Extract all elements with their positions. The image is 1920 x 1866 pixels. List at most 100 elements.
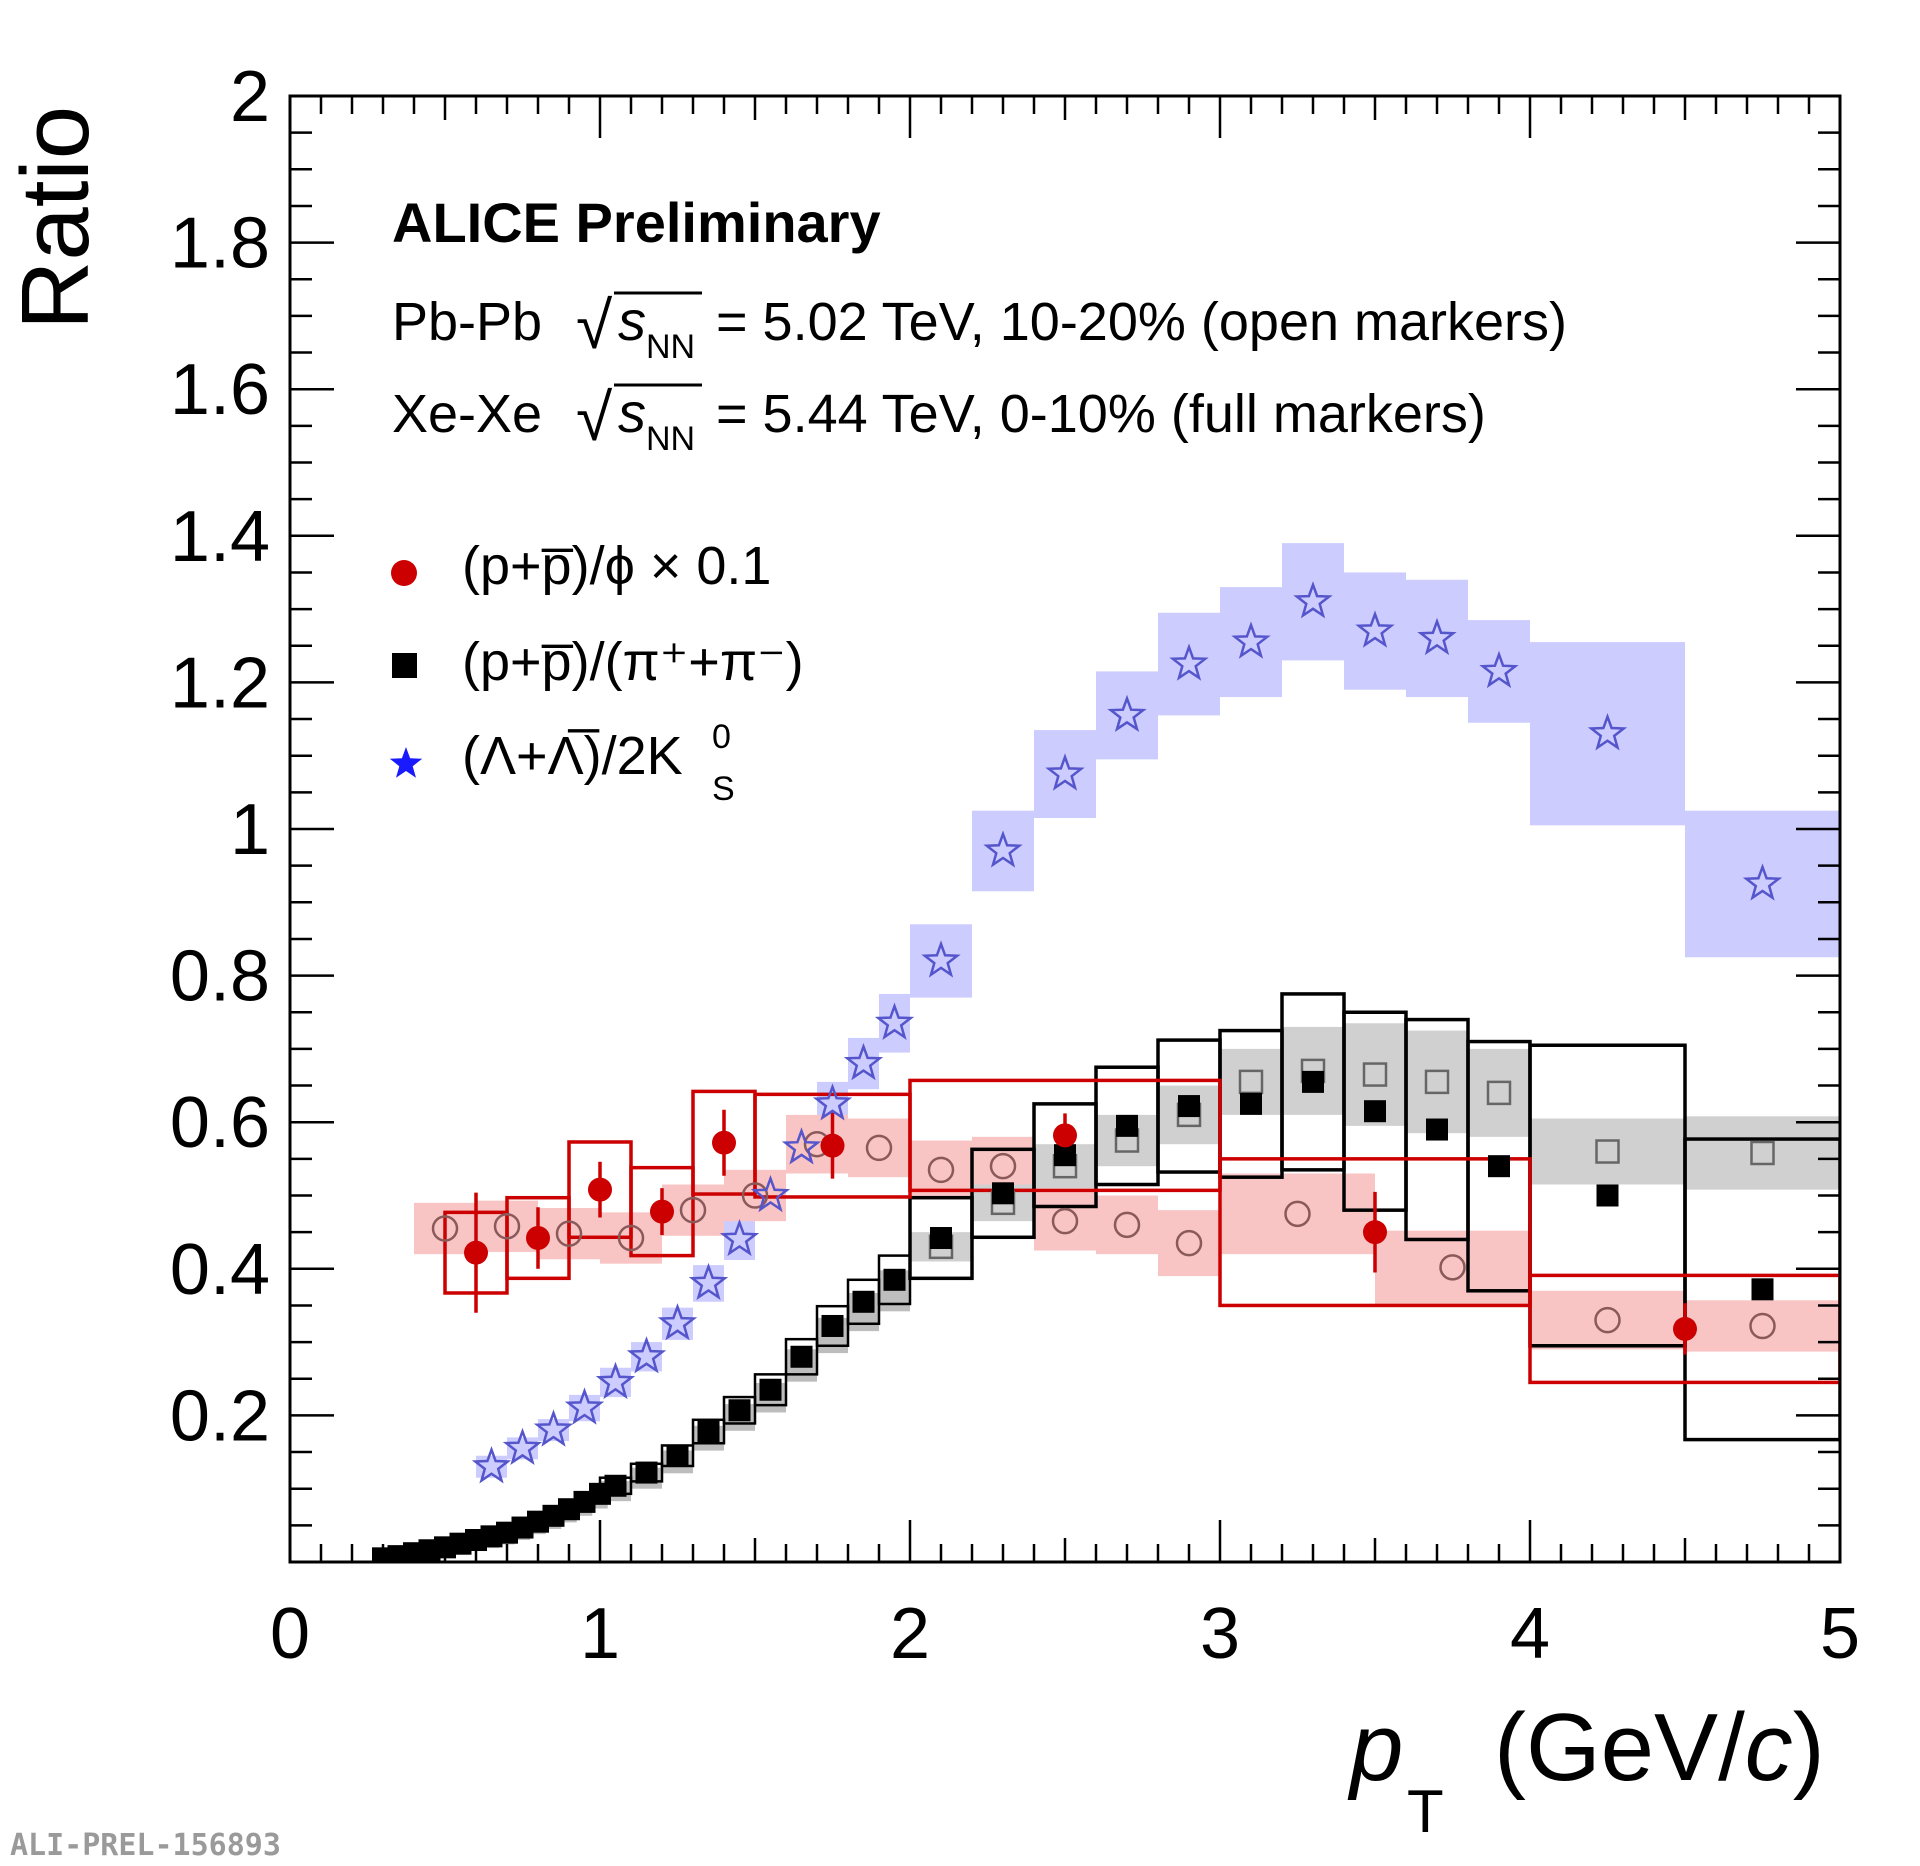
lambda-k0-band-20	[1282, 543, 1344, 661]
p-phi-pbpb-band-7	[848, 1118, 910, 1178]
p-pi-pbpb-band-10	[1530, 1118, 1685, 1185]
lambda-k0-band-18	[1158, 612, 1220, 716]
p-phi-xexe-point-1	[526, 1226, 550, 1251]
p-pi-xexe-point-33	[1426, 1118, 1448, 1141]
lambda-k0-point-17	[1107, 694, 1147, 733]
lambda-k0-band-23	[1468, 620, 1530, 723]
x-axis-label-sub: T	[1407, 1778, 1444, 1845]
axes: 0 1 2 3 4 5 0.2 0.4 0.6 0.8 1 1.2 1.4 1.6 1.8 2	[170, 57, 1860, 1674]
y-tick-label-1.2: 1.2	[170, 643, 270, 723]
x-axis-label-unit-close: )	[1793, 1694, 1825, 1801]
lambda-k0-band-19	[1220, 587, 1282, 698]
legend-marker-circle	[391, 560, 417, 586]
svg-text:p: p	[1347, 1694, 1403, 1801]
p-phi-xexe-box-7	[1218, 1157, 1532, 1308]
p-pi-xexe-box-20	[753, 1373, 788, 1407]
p-phi-pbpb-band-11	[1096, 1195, 1158, 1255]
subtitle-pbpb-energy: = 5.02 TeV, 10-20% (open markers)	[716, 292, 1567, 352]
p-phi-pbpb-point-12	[1175, 1229, 1203, 1257]
p-phi-pbpb-point-13	[1284, 1200, 1311, 1228]
lambda-k0-point-25	[1742, 863, 1783, 901]
p-phi-xexe-box-3	[629, 1165, 695, 1258]
p-pi-xexe-point-17	[666, 1444, 689, 1467]
p-phi-pbpb-band-15	[1530, 1290, 1685, 1350]
lambda-k0-point-0	[471, 1446, 512, 1484]
x-axis-label-unit-open: (GeV/	[1494, 1694, 1745, 1801]
legend-label-lambda-k-sup: 0	[712, 718, 731, 756]
legend-label-lambda-k-sub: S	[712, 770, 735, 808]
p-pi-xexe-box-36	[1683, 1137, 1840, 1442]
lambda-k0-band-24	[1530, 642, 1685, 826]
lambda-k0-point-20	[1293, 581, 1333, 619]
p-pi-xexe-point-23	[852, 1290, 875, 1313]
p-phi-pbpb-point-7	[865, 1134, 893, 1162]
p-pi-xexe-point-31	[1302, 1070, 1324, 1093]
p-pi-xexe-point-34	[1488, 1155, 1510, 1178]
lambda-k0-band-21	[1344, 572, 1406, 690]
p-phi-xexe-box-8	[1528, 1273, 1840, 1385]
lambda-k0-point-15	[983, 830, 1023, 868]
p-phi-pbpb-point-0	[431, 1215, 459, 1242]
lambda-k0-band-15	[972, 810, 1034, 892]
lambda-k0-point-5	[626, 1336, 667, 1374]
p-phi-pbpb-point-9	[989, 1152, 1017, 1180]
y-tick-label-0.6: 0.6	[170, 1083, 270, 1163]
y-tick-label-2: 2	[230, 57, 270, 137]
p-phi-xexe-point-7	[1363, 1220, 1387, 1245]
p-pi-xexe-point-19	[728, 1399, 751, 1422]
lambda-k0-point-4	[595, 1361, 636, 1400]
y-tick-label-0.8: 0.8	[170, 937, 270, 1017]
p-pi-xexe-box-18	[691, 1418, 726, 1445]
y-tick-label-1.4: 1.4	[170, 497, 270, 577]
lambda-k0-point-6	[657, 1303, 698, 1341]
legend-marker-square	[392, 653, 417, 678]
p-pi-pbpb-point-7	[1362, 1062, 1388, 1087]
p-phi-pbpb-point-2	[555, 1220, 583, 1247]
subtitle-pbpb-system: Pb-Pb	[392, 292, 542, 352]
p-phi-xexe-box-6	[908, 1078, 1222, 1193]
y-tick-label-1.6: 1.6	[170, 350, 270, 430]
p-pi-pbpb-point-8	[1424, 1069, 1450, 1095]
p-pi-pbpb-point-10	[1595, 1139, 1620, 1164]
x-tick-label-1: 1	[580, 1594, 620, 1674]
legend-label-p-pi: (p+p̅)/(π⁺+π⁻)	[462, 632, 804, 692]
x-axis-label-p: p	[1347, 1694, 1403, 1801]
p-phi-pbpb-band-12	[1158, 1210, 1220, 1277]
p-pi-xexe-point-24	[883, 1268, 906, 1291]
p-phi-xexe-point-8	[1673, 1316, 1697, 1341]
p-phi-pbpb-point-4	[679, 1196, 707, 1224]
nn-subscript-2: NN	[646, 420, 695, 458]
systematic-boxes	[443, 992, 1840, 1503]
y-tick-label-0.4: 0.4	[170, 1230, 270, 1310]
lambda-k0-point-18	[1169, 643, 1209, 681]
p-pi-xexe-box-22	[815, 1304, 850, 1348]
p-phi-pbpb-point-3	[617, 1224, 645, 1252]
p-pi-pbpb-point-9	[1486, 1080, 1512, 1106]
legend-label-p-phi: (p+p̅)/ϕ × 0.1	[462, 536, 771, 596]
p-phi-pbpb-band-10	[1034, 1191, 1096, 1251]
y-axis-label: Ratio	[2, 106, 109, 330]
legend-label-lambda-k: (Λ+Λ̅)/2K	[462, 726, 683, 786]
lambda-k0-point-7	[688, 1262, 729, 1301]
p-pi-pbpb-band-11	[1685, 1116, 1840, 1190]
lambda-k0-point-14	[921, 940, 961, 978]
p-pi-xexe-point-21	[790, 1345, 813, 1368]
lambda-k0-point-13	[874, 1002, 915, 1040]
lambda-k0-point-22	[1417, 617, 1457, 656]
p-pi-xexe-point-35	[1596, 1184, 1619, 1207]
lambda-k0-point-24	[1587, 713, 1628, 751]
p-pi-xexe-point-18	[697, 1420, 720, 1443]
s-symbol: s	[618, 289, 646, 352]
lambda-k0-point-16	[1045, 753, 1085, 791]
p-pi-pbpb-point-11	[1750, 1140, 1775, 1166]
p-phi-xexe-point-2	[588, 1177, 612, 1202]
data-markers	[372, 581, 1783, 1562]
y-tick-label-0.2: 0.2	[170, 1376, 270, 1456]
lambda-k0-point-2	[533, 1409, 574, 1447]
p-phi-xexe-point-3	[650, 1199, 674, 1224]
subtitle-pbpb: Pb-Pb √ s NN = 5.02 TeV, 10-20% (open ma…	[392, 288, 1567, 366]
x-tick-label-4: 4	[1510, 1594, 1550, 1674]
lambda-k0-point-23	[1479, 650, 1519, 689]
x-axis-label-unit-c: c	[1745, 1694, 1793, 1801]
